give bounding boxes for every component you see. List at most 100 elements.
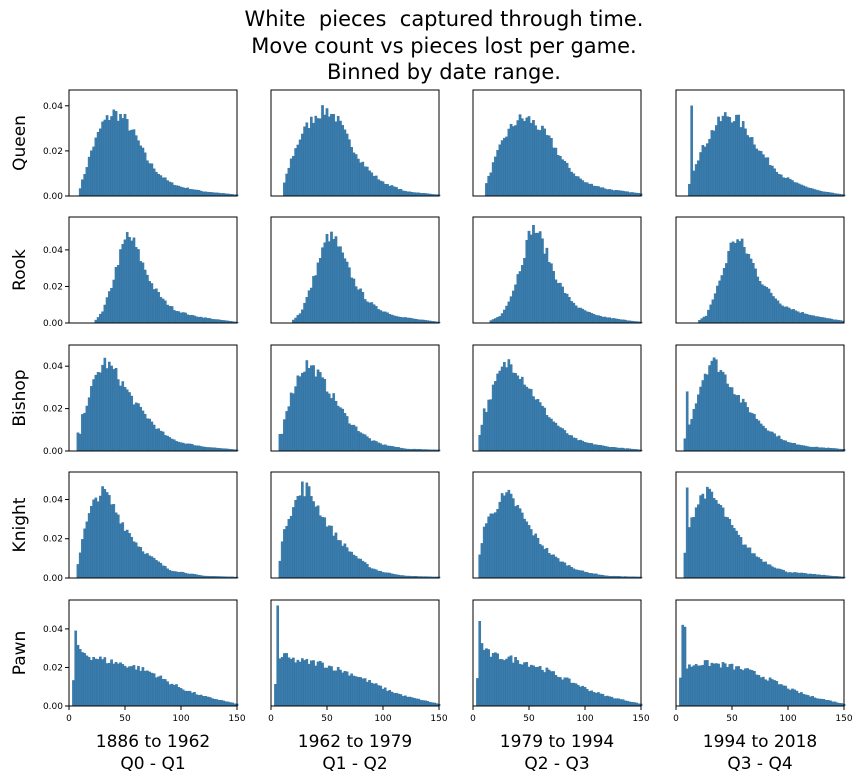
- histogram-bar: [76, 644, 80, 707]
- histogram-bar: [801, 312, 804, 324]
- histogram-bar: [226, 701, 230, 707]
- histogram-bar: [222, 700, 225, 707]
- histogram-bar: [536, 666, 540, 707]
- histogram-bar: [576, 176, 580, 197]
- histogram-bar: [811, 188, 814, 197]
- histogram-bar: [820, 191, 823, 197]
- histogram-bar: [325, 526, 329, 579]
- histogram-bar: [359, 288, 362, 324]
- histogram-bar: [554, 556, 558, 579]
- histogram-bar: [476, 678, 479, 707]
- histogram-bar: [538, 130, 542, 197]
- histogram-bar: [750, 553, 754, 579]
- panel-frame: [472, 216, 642, 324]
- histogram-bar: [610, 447, 614, 452]
- histogram-bar: [141, 147, 145, 197]
- histogram-panel: [675, 216, 845, 324]
- histogram-bar: [107, 120, 111, 197]
- histogram-bar: [390, 573, 394, 579]
- y-tick-label: 0.00: [43, 192, 63, 202]
- histogram-bar: [579, 570, 582, 579]
- histogram-bar: [155, 560, 158, 579]
- histogram-bar: [318, 660, 322, 707]
- histogram-bar: [96, 317, 100, 324]
- histogram-bar: [155, 677, 158, 707]
- histogram-bar: [732, 121, 736, 197]
- histogram-bar: [547, 262, 551, 324]
- histogram-bar: [114, 267, 118, 324]
- histogram-bar: [503, 137, 506, 197]
- histogram-bar: [534, 533, 538, 579]
- histogram-bar: [574, 569, 578, 579]
- histogram-bar: [101, 311, 104, 324]
- histogram-bar: [361, 161, 365, 197]
- histogram-bar: [296, 144, 300, 197]
- histogram-bar: [294, 662, 297, 707]
- histogram-bar: [78, 649, 82, 707]
- histogram-bar: [775, 681, 779, 707]
- histogram-bar: [307, 486, 311, 579]
- panel-frame: [270, 599, 440, 707]
- histogram-bar: [603, 696, 607, 707]
- histogram-bar: [568, 167, 571, 197]
- histogram-bar: [332, 535, 336, 579]
- histogram-bar: [547, 135, 551, 197]
- histogram-bar: [507, 489, 511, 579]
- histogram-bar: [141, 262, 145, 324]
- histogram-bar: [775, 171, 779, 197]
- histogram-bar: [478, 435, 482, 452]
- histogram-bar: [415, 319, 418, 324]
- histogram-bar: [318, 257, 322, 324]
- histogram-bar: [404, 695, 407, 707]
- histogram-bar: [525, 239, 529, 324]
- histogram-bar: [76, 432, 80, 452]
- histogram-bar: [494, 156, 497, 197]
- histogram-bar: [292, 393, 295, 452]
- histogram-bar: [354, 286, 358, 324]
- histogram-bar: [766, 564, 770, 579]
- histogram-bar: [762, 676, 765, 707]
- histogram-bar: [784, 685, 788, 707]
- histogram-bar: [357, 158, 360, 197]
- histogram-bar: [116, 379, 120, 452]
- histogram-bar: [143, 152, 147, 197]
- histogram-bar: [576, 440, 580, 452]
- histogram-bar: [538, 544, 542, 579]
- histogram-bar: [512, 372, 515, 452]
- histogram-bar: [159, 175, 163, 197]
- histogram-bar: [527, 388, 531, 452]
- histogram-bar: [527, 230, 531, 324]
- histogram-bar: [800, 692, 803, 707]
- histogram-bar: [723, 516, 727, 579]
- histogram-bar: [806, 573, 810, 579]
- histogram-bar: [755, 148, 758, 197]
- histogram-bar: [518, 114, 522, 197]
- histogram-bar: [688, 527, 691, 579]
- histogram-bar: [592, 444, 596, 452]
- histogram-bar: [184, 572, 187, 579]
- histogram-bar: [413, 318, 416, 324]
- histogram-bar: [103, 304, 107, 324]
- histogram-bar: [717, 503, 720, 579]
- histogram-bar: [728, 664, 732, 707]
- histogram-bar: [312, 660, 315, 707]
- histogram-bar: [401, 190, 405, 197]
- histogram-bar: [518, 379, 522, 452]
- y-tick-label: 0.00: [43, 447, 63, 457]
- histogram-bar: [283, 653, 286, 707]
- histogram-bar: [110, 504, 113, 579]
- histogram-bar: [121, 664, 125, 707]
- histogram-bar: [383, 687, 387, 707]
- y-tick-label: 0.04: [43, 362, 63, 372]
- histogram-bar: [756, 276, 760, 324]
- histogram-bar: [507, 656, 511, 707]
- histogram-bar: [803, 313, 807, 324]
- histogram-bar: [764, 561, 767, 579]
- histogram-bar: [730, 663, 734, 707]
- histogram-bar: [134, 135, 138, 197]
- x-tick-label: 100: [172, 714, 189, 724]
- histogram-bar: [597, 692, 600, 707]
- histogram-bar: [330, 231, 333, 324]
- histogram-bar: [702, 316, 706, 324]
- histogram-bar: [482, 526, 486, 579]
